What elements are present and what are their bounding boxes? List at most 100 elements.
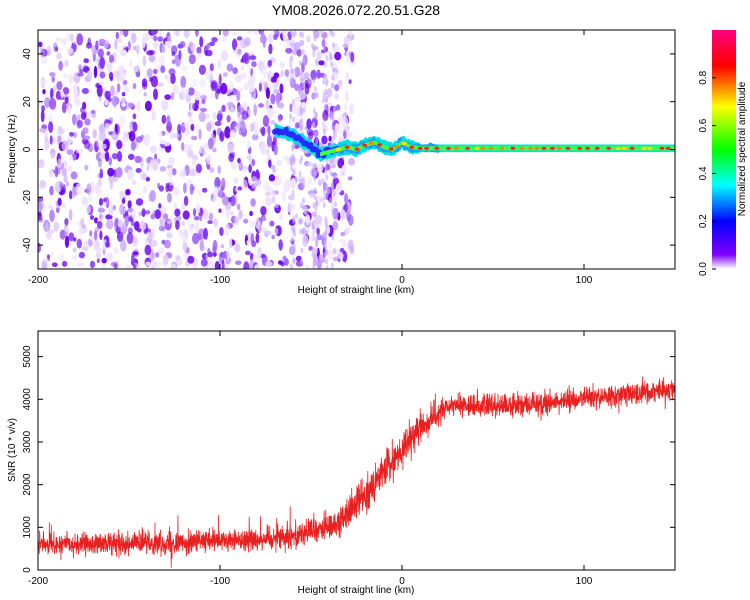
heatmap-noise-cell	[230, 161, 237, 170]
heatmap-noise-cell	[268, 174, 276, 182]
heatmap-noise-cell	[226, 247, 230, 260]
heatmap-noise-cell	[243, 53, 249, 63]
heatmap-noise-cell	[325, 258, 329, 265]
heatmap-noise-cell	[343, 203, 348, 213]
heatmap-noise-cell	[344, 193, 349, 205]
heatmap-noise-cell	[63, 160, 67, 169]
heatmap-xtick-label: 0	[399, 275, 405, 286]
heatmap-noise-cell	[56, 207, 60, 214]
heatmap-noise-cell	[199, 107, 208, 112]
heatmap-noise-cell	[301, 31, 305, 38]
heatmap-noise-cell	[71, 254, 79, 260]
heatmap-noise-cell	[171, 132, 180, 139]
heatmap-noise-cell	[60, 202, 67, 209]
heatmap-peak-cell	[577, 146, 582, 150]
heatmap-noise-cell	[248, 75, 256, 83]
heatmap-noise-cell	[192, 102, 200, 111]
heatmap-noise-cell	[291, 99, 295, 106]
heatmap-noise-cell	[63, 173, 68, 183]
heatmap-noise-cell	[113, 70, 121, 77]
heatmap-noise-cell	[330, 111, 334, 118]
heatmap-noise-cell	[41, 79, 47, 85]
heatmap-noise-cell	[135, 198, 144, 206]
heatmap-noise-cell	[75, 149, 83, 154]
heatmap-noise-cell	[175, 30, 180, 37]
heatmap-noise-cell	[234, 215, 239, 226]
heatmap-noise-cell	[224, 223, 230, 236]
heatmap-noise-cell	[199, 209, 203, 222]
heatmap-noise-cell	[301, 182, 305, 189]
heatmap-noise-cell	[86, 42, 93, 49]
heatmap-noise-cell	[313, 30, 317, 34]
heatmap-noise-cell	[331, 234, 335, 241]
heatmap-noise-cell	[221, 104, 226, 113]
heatmap-noise-cell	[127, 40, 131, 51]
heatmap-noise-cell	[144, 244, 152, 256]
heatmap-noise-cell	[340, 209, 346, 219]
heatmap-noise-cell	[238, 127, 243, 136]
heatmap-noise-cell	[111, 95, 119, 107]
heatmap-noise-cell	[172, 84, 179, 96]
heatmap-noise-cell	[183, 195, 189, 206]
heatmap-noise-cell	[53, 221, 60, 232]
heatmap-noise-cell	[119, 115, 125, 127]
heatmap-noise-cell	[214, 121, 222, 127]
heatmap-noise-cell	[107, 167, 115, 177]
heatmap-noise-cell	[245, 250, 251, 256]
heatmap-noise-cell	[289, 155, 293, 162]
heatmap-noise-cell	[324, 89, 328, 96]
heatmap-noise-cell	[99, 198, 103, 206]
heatmap-noise-cell	[237, 48, 242, 55]
heatmap-noise-cell	[333, 201, 337, 208]
heatmap-noise-cell	[151, 240, 158, 247]
heatmap-noise-cell	[332, 106, 336, 113]
heatmap-noise-cell	[200, 258, 208, 267]
heatmap-noise-cell	[49, 72, 56, 77]
heatmap-noise-cell	[49, 135, 53, 145]
heatmap-noise-cell	[262, 115, 270, 127]
heatmap-xtick-label: -200	[28, 275, 48, 286]
heatmap-noise-cell	[250, 198, 256, 207]
heatmap-noise-cell	[294, 66, 301, 78]
heatmap-noise-cell	[339, 239, 346, 244]
heatmap-noise-cell	[78, 251, 85, 259]
heatmap-noise-cell	[251, 176, 257, 182]
heatmap-noise-cell	[251, 61, 257, 68]
heatmap-noise-cell	[41, 55, 48, 64]
heatmap-noise-cell	[346, 50, 350, 63]
heatmap-noise-cell	[238, 161, 243, 171]
heatmap-noise-cell	[312, 49, 316, 58]
heatmap-noise-cell	[334, 93, 339, 100]
heatmap-noise-cell	[104, 90, 111, 100]
heatmap-noise-cell	[221, 177, 226, 191]
heatmap-noise-cell	[209, 41, 215, 47]
heatmap-noise-cell	[325, 248, 329, 255]
heatmap-noise-cell	[94, 227, 100, 233]
heatmap-noise-cell	[127, 200, 132, 209]
heatmap-noise-cell	[330, 262, 334, 269]
heatmap-noise-cell	[64, 235, 70, 248]
heatmap-peak-cell	[541, 146, 547, 150]
heatmap-noise-cell	[313, 170, 317, 177]
heatmap-noise-cell	[54, 181, 62, 193]
heatmap-noise-cell	[332, 173, 335, 179]
heatmap-noise-cell	[258, 82, 262, 92]
heatmap-x-label: Height of straight line (km)	[298, 285, 415, 296]
heatmap-noise-cell	[108, 201, 114, 212]
heatmap-noise-cell	[181, 142, 185, 151]
heatmap-noise-cell	[287, 202, 293, 214]
heatmap-ytick-label: -20	[22, 190, 33, 205]
heatmap-noise-cell	[346, 131, 353, 138]
heatmap-noise-cell	[205, 113, 210, 119]
heatmap-x-axis: -200 -100 0 100	[28, 30, 593, 286]
heatmap-noise-cell	[155, 252, 160, 258]
heatmap-noise-cell	[164, 142, 171, 147]
heatmap-noise-cell	[178, 229, 184, 237]
heatmap-noise-cell	[87, 194, 93, 201]
heatmap-noise-cell	[315, 138, 319, 145]
heatmap-noise-cell	[39, 128, 46, 133]
heatmap-noise-cell	[197, 52, 202, 59]
heatmap-noise-cell	[299, 202, 303, 209]
heatmap-noise-cell	[315, 131, 319, 138]
heatmap-noise-cell	[237, 105, 242, 118]
